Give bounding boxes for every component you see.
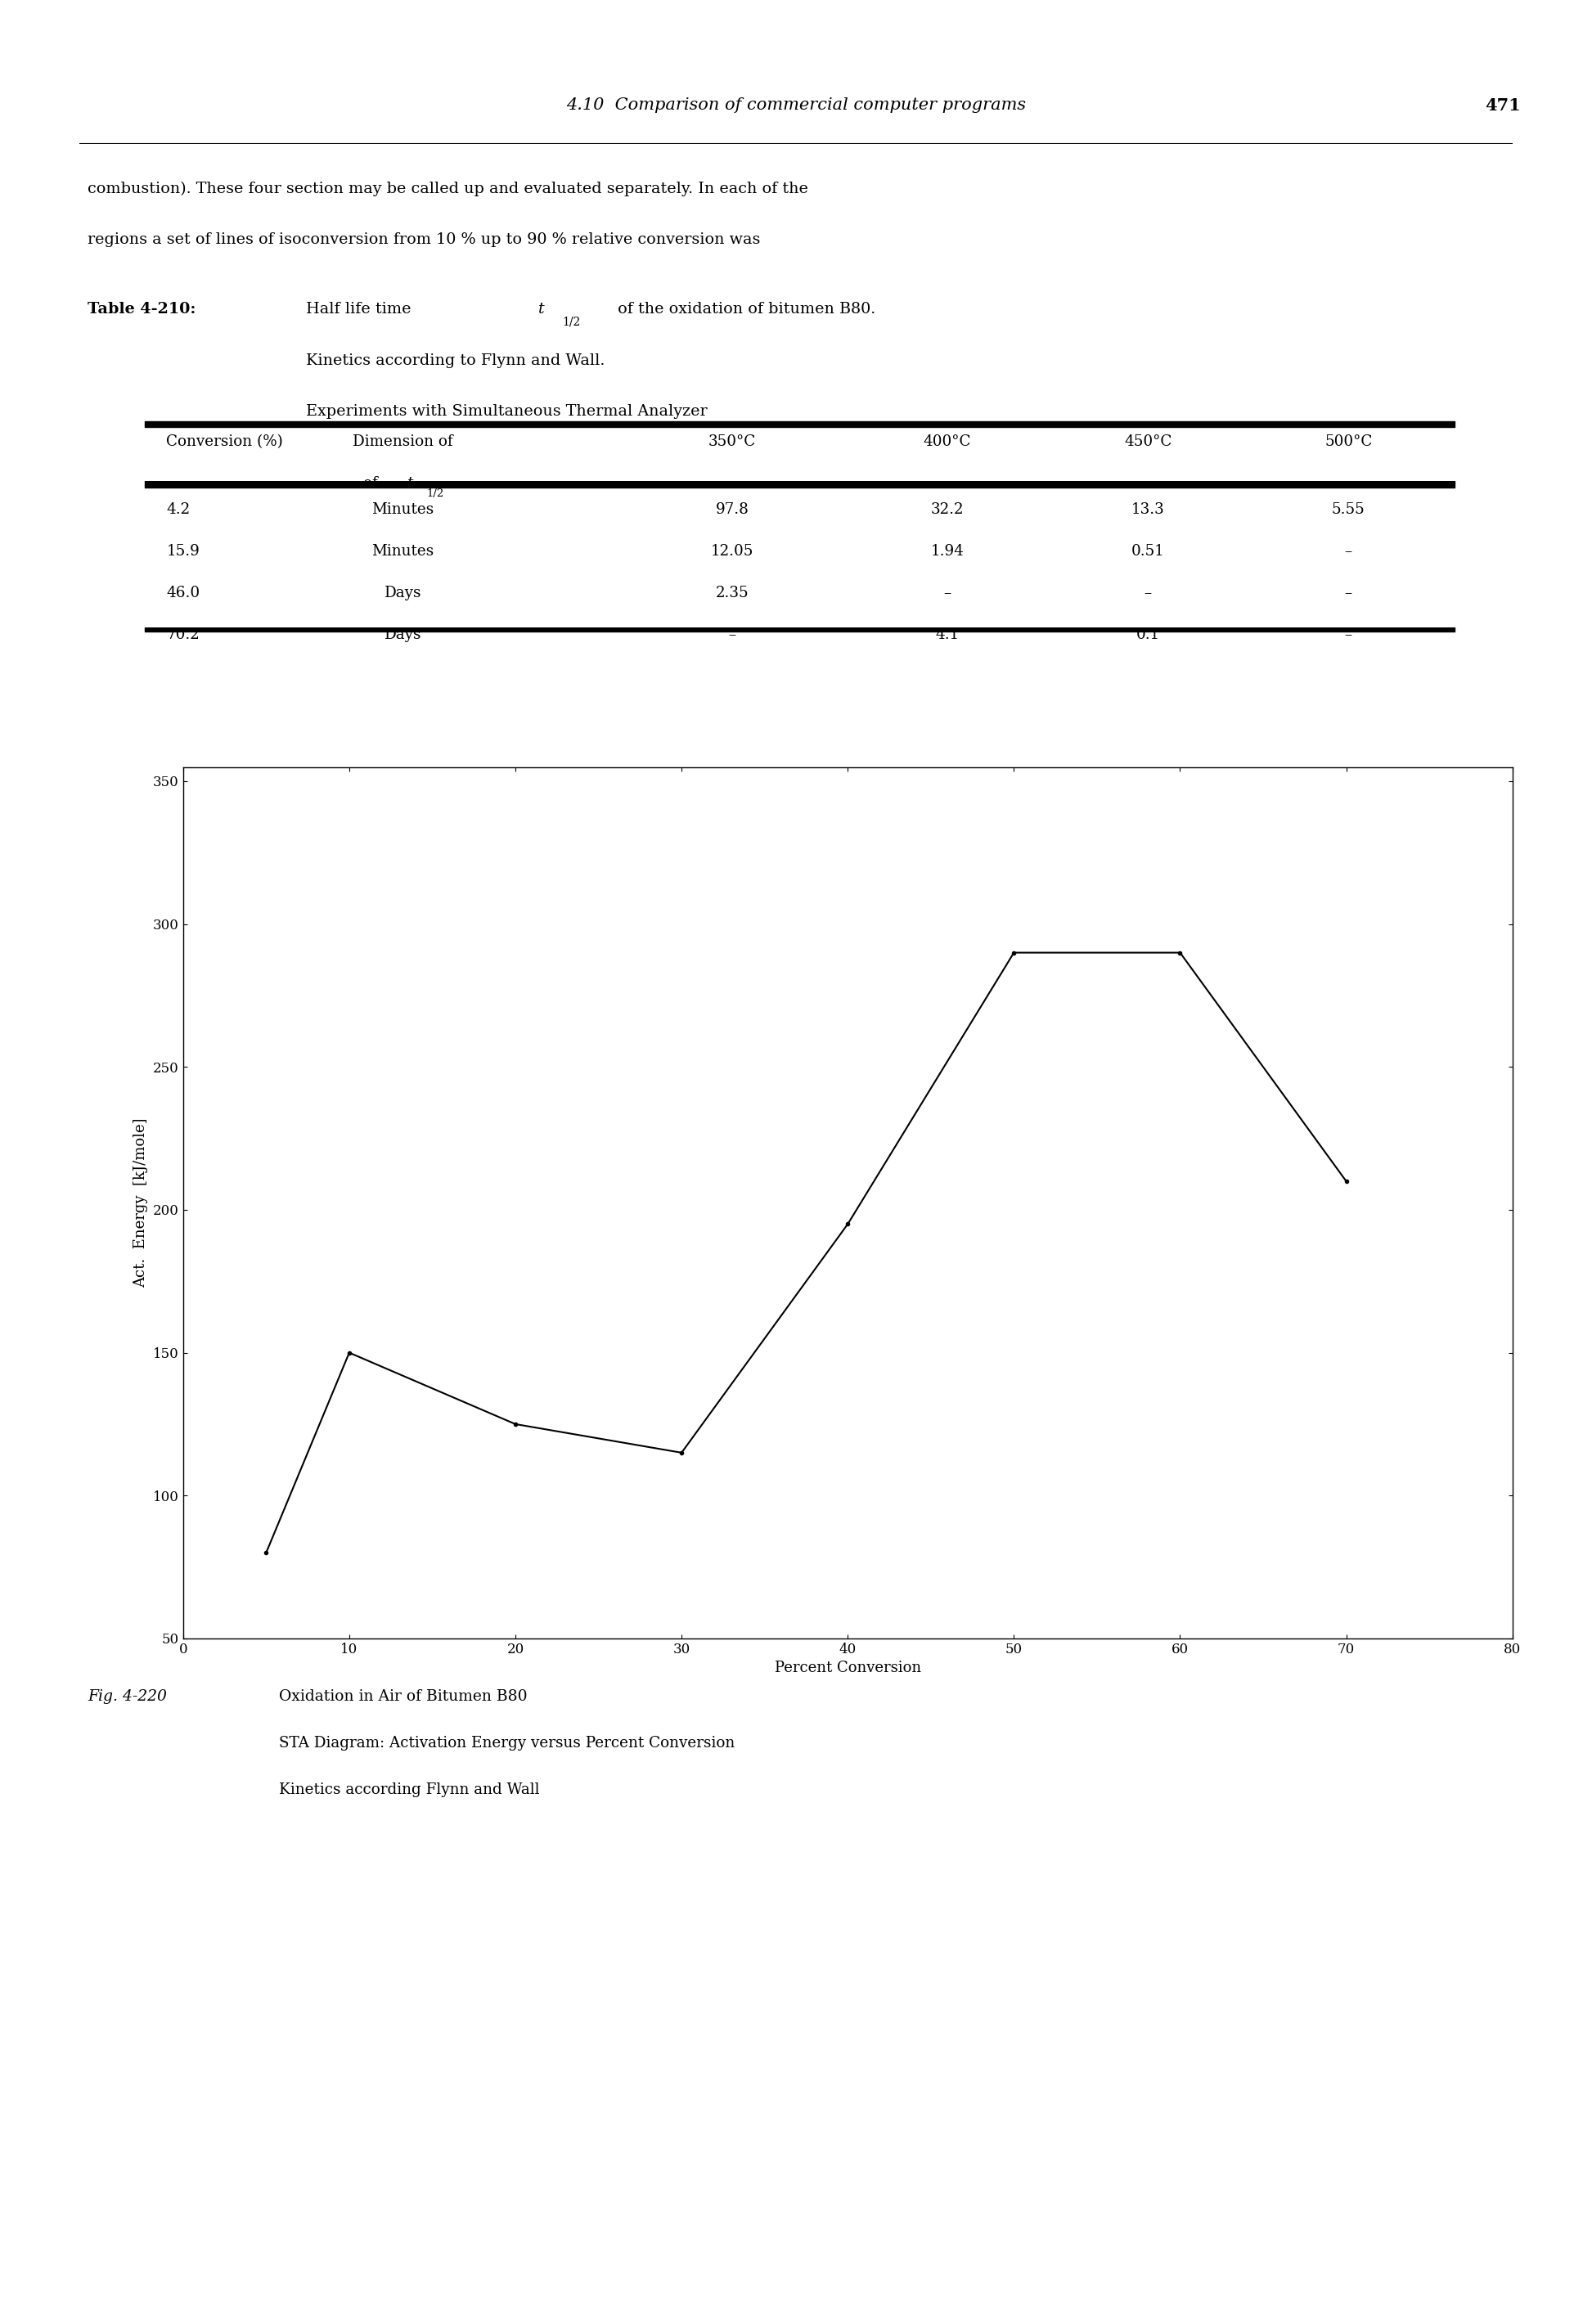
Text: Minutes: Minutes — [371, 544, 435, 558]
Text: 1.94: 1.94 — [930, 544, 965, 558]
Text: 1/2: 1/2 — [427, 488, 444, 500]
Text: 70.2: 70.2 — [166, 627, 199, 641]
Text: 97.8: 97.8 — [715, 502, 750, 516]
Text: Oxidation in Air of Bitumen B80: Oxidation in Air of Bitumen B80 — [279, 1690, 527, 1703]
Text: regions a set of lines of isoconversion from 10 % up to 90 % relative conversion: regions a set of lines of isoconversion … — [88, 232, 761, 246]
Text: 471: 471 — [1485, 98, 1520, 114]
Text: Conversion (%): Conversion (%) — [166, 435, 283, 449]
Text: 4.2: 4.2 — [166, 502, 189, 516]
Text: Fig. 4-220: Fig. 4-220 — [88, 1690, 167, 1703]
Text: Kinetics according to Flynn and Wall.: Kinetics according to Flynn and Wall. — [306, 353, 605, 367]
Text: –: – — [1345, 627, 1352, 641]
Text: 4.1: 4.1 — [935, 627, 960, 641]
Text: 2.35: 2.35 — [716, 586, 748, 600]
Text: combustion). These four section may be called up and evaluated separately. In ea: combustion). These four section may be c… — [88, 181, 809, 195]
Text: of: of — [363, 476, 382, 490]
Text: 0.1: 0.1 — [1135, 627, 1161, 641]
Text: 450°C: 450°C — [1124, 435, 1172, 449]
Text: Table 4-210:: Table 4-210: — [88, 302, 196, 316]
Text: 1/2: 1/2 — [562, 316, 579, 328]
Text: 350°C: 350°C — [708, 435, 756, 449]
Text: t: t — [408, 476, 414, 490]
Text: 15.9: 15.9 — [166, 544, 199, 558]
Text: 500°C: 500°C — [1325, 435, 1372, 449]
Y-axis label: Act.  Energy  [kJ/mole]: Act. Energy [kJ/mole] — [134, 1118, 148, 1287]
Text: 400°C: 400°C — [923, 435, 971, 449]
Text: 13.3: 13.3 — [1132, 502, 1164, 516]
Text: –: – — [729, 627, 736, 641]
Text: 12.05: 12.05 — [712, 544, 753, 558]
Text: –: – — [1345, 586, 1352, 600]
Text: Days: Days — [384, 627, 422, 641]
Text: –: – — [1345, 544, 1352, 558]
Text: Days: Days — [384, 586, 422, 600]
Text: 32.2: 32.2 — [931, 502, 963, 516]
Text: 0.51: 0.51 — [1130, 544, 1165, 558]
Text: –: – — [944, 586, 950, 600]
Text: 5.55: 5.55 — [1333, 502, 1364, 516]
Text: t: t — [538, 302, 544, 316]
Text: STA Diagram: Activation Energy versus Percent Conversion: STA Diagram: Activation Energy versus Pe… — [279, 1736, 734, 1750]
Text: Kinetics according Flynn and Wall: Kinetics according Flynn and Wall — [279, 1783, 540, 1796]
Text: Experiments with Simultaneous Thermal Analyzer: Experiments with Simultaneous Thermal An… — [306, 404, 707, 418]
Text: Half life time: Half life time — [306, 302, 416, 316]
Text: Dimension of: Dimension of — [352, 435, 454, 449]
Text: 4.10  Comparison of commercial computer programs: 4.10 Comparison of commercial computer p… — [567, 98, 1025, 114]
Text: Minutes: Minutes — [371, 502, 435, 516]
Text: –: – — [1145, 586, 1151, 600]
Text: 46.0: 46.0 — [166, 586, 201, 600]
X-axis label: Percent Conversion: Percent Conversion — [774, 1662, 922, 1676]
Text: of the oxidation of bitumen B80.: of the oxidation of bitumen B80. — [613, 302, 876, 316]
